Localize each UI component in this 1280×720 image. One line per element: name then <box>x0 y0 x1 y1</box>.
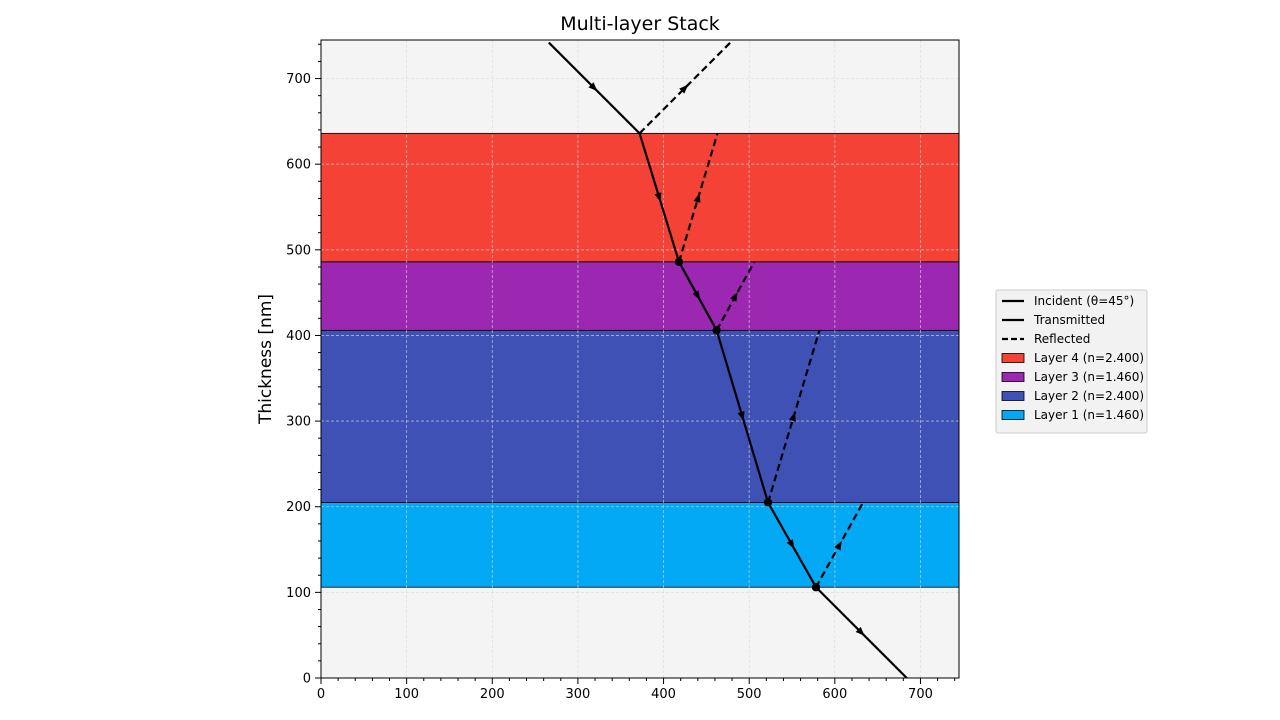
legend-label: Layer 2 (n=2.400) <box>1034 389 1144 403</box>
ray-arrow <box>855 626 865 636</box>
legend-swatch <box>1001 372 1025 382</box>
x-tick-label: 400 <box>651 687 676 702</box>
ray-arrow <box>588 82 598 92</box>
legend-label: Layer 1 (n=1.460) <box>1034 408 1144 422</box>
layer-3-band <box>320 261 960 331</box>
layer-2-band <box>320 329 960 503</box>
layer-4-band <box>320 132 960 263</box>
legend-label: Layer 3 (n=1.460) <box>1034 370 1144 384</box>
ray-arrow <box>679 84 689 94</box>
legend-label: Incident (θ=45°) <box>1034 294 1134 308</box>
ray-arrow <box>786 539 795 549</box>
legend-label: Transmitted <box>1033 313 1105 327</box>
legend-swatch <box>1001 391 1025 401</box>
legend-swatch <box>1001 410 1025 420</box>
legend-label: Layer 4 (n=2.400) <box>1034 351 1144 365</box>
layer-1-band <box>320 502 960 588</box>
y-tick-label: 0 <box>303 672 311 687</box>
x-tick-label: 700 <box>908 687 933 702</box>
y-tick-label: 200 <box>286 500 311 515</box>
ray-arrow <box>788 412 796 422</box>
interface-point <box>712 326 721 335</box>
plot-frame <box>320 39 960 679</box>
y-tick-label: 400 <box>286 329 311 344</box>
ray-arrow <box>692 290 700 300</box>
ray-arrow <box>730 292 738 302</box>
plot-area: 0 100 200 300 400 500 600 700 0 100 200 300 400 500 60… <box>286 39 960 702</box>
legend-swatch <box>1001 353 1025 363</box>
ray-arrow <box>654 192 662 202</box>
x-tick-label: 100 <box>394 687 419 702</box>
x-tick-label: 300 <box>565 687 590 702</box>
interface-point <box>763 498 773 507</box>
x-tick-label: 600 <box>822 687 847 702</box>
y-tick-label: 100 <box>286 586 311 601</box>
x-tick-label: 500 <box>737 687 762 702</box>
x-tick-label: 200 <box>480 687 505 702</box>
y-tick-label: 300 <box>286 415 311 430</box>
legend-label: Reflected <box>1034 332 1090 346</box>
y-axis-label: Thickness [nm] <box>256 294 276 425</box>
y-tick-label: 700 <box>286 72 311 87</box>
ray-arrow <box>693 193 701 203</box>
y-tick-label: 600 <box>286 158 311 173</box>
chart-title: Multi-layer Stack <box>560 13 720 35</box>
rays <box>548 41 908 678</box>
legend-box <box>995 289 1148 434</box>
legend: Incident (θ=45°) Transmitted Reflected Laye… <box>995 289 1148 434</box>
ray-arrow <box>737 411 745 421</box>
ticks <box>315 43 956 684</box>
x-tick-label: 0 <box>317 687 325 702</box>
interface-point <box>674 257 684 267</box>
y-tick-label: 500 <box>286 243 311 258</box>
interface-point <box>811 583 821 592</box>
ray-arrow <box>834 540 842 551</box>
